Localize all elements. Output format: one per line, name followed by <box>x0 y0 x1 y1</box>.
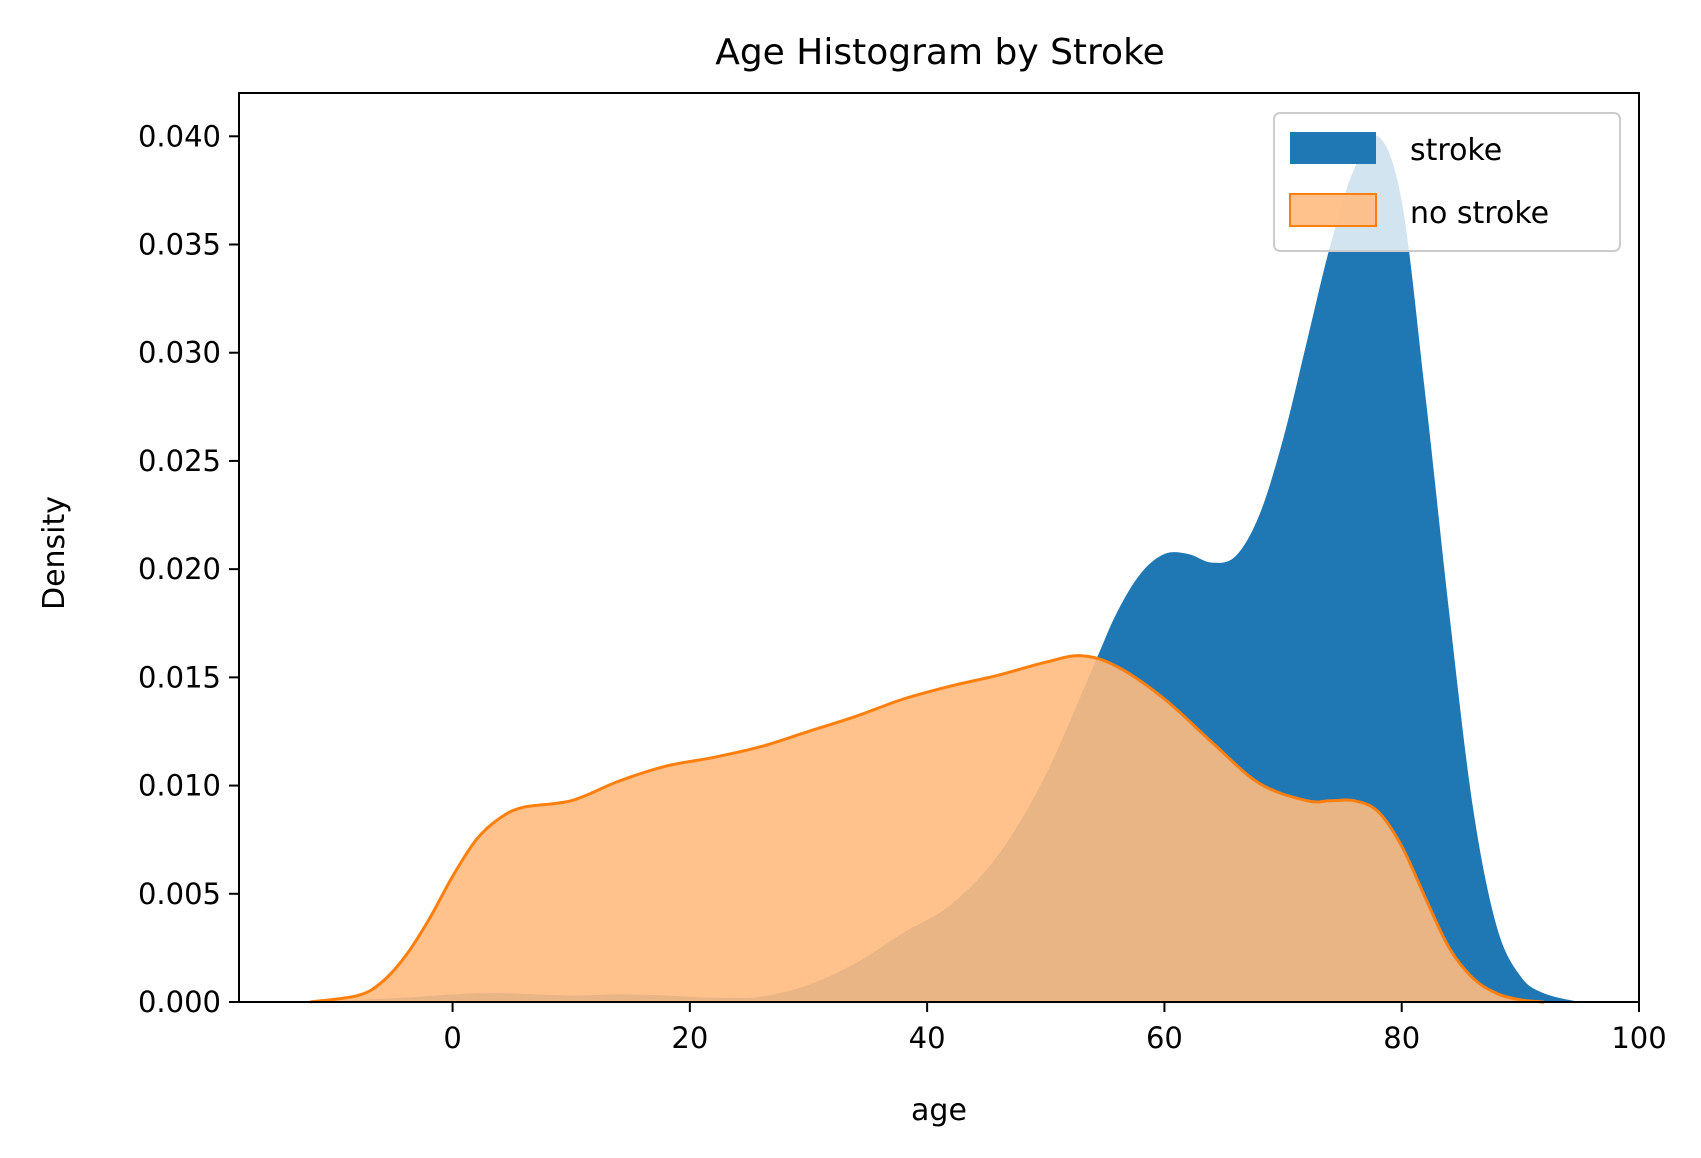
y-axis: 0.000 0.005 0.010 0.015 0.020 0.025 0.030 0.035… <box>138 119 239 1019</box>
x-tick-label: 40 <box>909 1021 946 1055</box>
plot-area <box>309 135 1580 1004</box>
legend-swatch-no-stroke <box>1289 193 1377 227</box>
x-tick-label: 80 <box>1383 1021 1420 1055</box>
y-axis-label: Density <box>37 496 72 610</box>
x-tick-label: 60 <box>1146 1021 1183 1055</box>
y-tick-label: 0.035 <box>138 228 221 262</box>
x-tick-label: 100 <box>1611 1021 1666 1055</box>
y-tick-label: 0.025 <box>138 444 221 478</box>
y-tick-label: 0.010 <box>138 769 221 803</box>
legend-label-no-stroke: no stroke <box>1410 196 1549 231</box>
y-tick-label: 0.030 <box>138 336 221 370</box>
y-tick-label: 0.000 <box>138 985 221 1019</box>
x-axis: 0 20 40 60 80 100 <box>443 1002 1667 1055</box>
legend-swatch-stroke <box>1290 132 1376 164</box>
legend-label-stroke: stroke <box>1410 133 1502 168</box>
y-tick-label: 0.015 <box>138 660 221 694</box>
y-tick-label: 0.005 <box>138 877 221 911</box>
y-tick-label: 0.020 <box>138 552 221 586</box>
x-tick-label: 0 <box>443 1021 461 1055</box>
legend: stroke no stroke <box>1273 112 1621 252</box>
x-axis-label: age <box>911 1093 967 1128</box>
chart-title: Age Histogram by Stroke <box>715 32 1165 73</box>
y-tick-label: 0.040 <box>138 119 221 153</box>
plot-frame <box>238 92 1640 1003</box>
x-tick-label: 20 <box>671 1021 708 1055</box>
density-line-no-stroke <box>309 654 1545 1004</box>
density-area-no-stroke <box>310 655 1545 1002</box>
